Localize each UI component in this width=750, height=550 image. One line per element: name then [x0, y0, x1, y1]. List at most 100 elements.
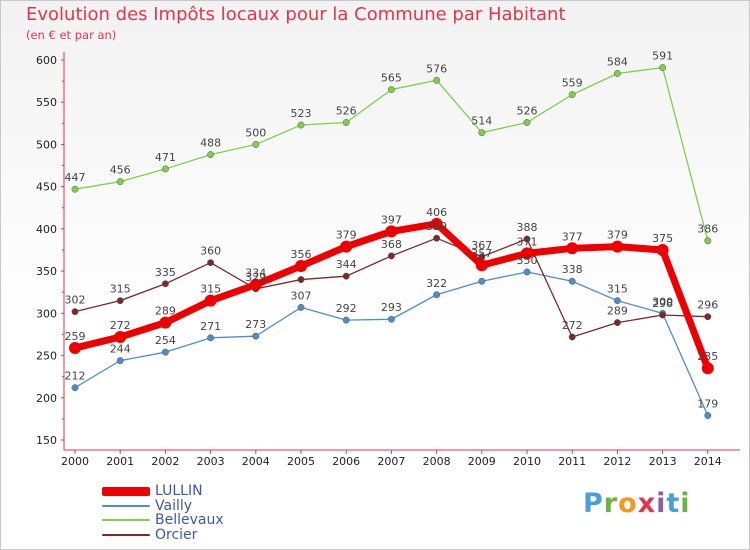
data-point-bellevaux: [297, 121, 305, 129]
data-label-vailly: 322: [426, 277, 447, 290]
data-point-lullin: [69, 341, 81, 354]
data-point-vailly: [207, 334, 215, 342]
y-tick-label: 300: [36, 307, 57, 320]
x-tick-label: 2003: [197, 455, 225, 468]
data-point-lullin: [475, 259, 488, 272]
data-label-lullin: 259: [65, 330, 86, 343]
data-point-vailly: [433, 291, 441, 299]
legend-swatch-orcier: [102, 533, 150, 536]
data-point-bellevaux: [387, 86, 395, 94]
data-label-vailly: 307: [291, 289, 312, 302]
y-tick-label: 400: [36, 223, 57, 236]
data-label-bellevaux: 559: [562, 77, 583, 90]
proxiti-logo: Proxiti: [583, 488, 691, 519]
data-label-lullin: 315: [200, 283, 221, 296]
x-tick-label: 2001: [106, 455, 134, 468]
y-tick-label: 350: [36, 265, 57, 278]
data-point-bellevaux: [207, 151, 215, 159]
data-point-orcier: [71, 308, 79, 316]
data-label-bellevaux: 523: [291, 107, 312, 120]
data-point-bellevaux: [252, 140, 260, 148]
data-label-lullin: 289: [155, 305, 176, 318]
x-tick-label: 2002: [151, 455, 179, 468]
data-label-lullin: 356: [291, 248, 312, 261]
data-point-orcier: [161, 280, 169, 288]
data-label-lullin: 371: [517, 235, 538, 248]
legend-swatch-bellevaux: [102, 519, 150, 521]
data-point-vailly: [387, 315, 395, 323]
x-tick-label: 2014: [694, 455, 722, 468]
data-label-vailly: 338: [562, 263, 583, 276]
data-label-bellevaux: 471: [155, 151, 176, 164]
data-point-vailly: [613, 297, 621, 305]
data-point-bellevaux: [71, 185, 79, 193]
y-tick-label: 250: [36, 350, 57, 363]
data-label-vailly: 273: [245, 318, 266, 331]
data-label-lullin: 377: [562, 230, 583, 243]
data-label-lullin: 375: [652, 232, 673, 245]
data-point-bellevaux: [116, 178, 124, 186]
data-point-orcier: [704, 313, 712, 321]
data-point-bellevaux: [478, 129, 486, 137]
data-label-bellevaux: 591: [652, 50, 673, 63]
data-point-lullin: [611, 240, 624, 253]
data-label-lullin: 357: [471, 247, 492, 260]
data-labels: 259 272 289 315 334 356 379 397 406 357 371 377 379 3…: [65, 50, 719, 411]
legend-label-vailly: Vailly: [155, 497, 193, 514]
data-point-orcier: [342, 272, 350, 280]
data-label-orcier: 329: [245, 271, 266, 284]
data-point-lullin: [204, 294, 217, 307]
x-tick-label: 2006: [332, 455, 360, 468]
data-label-lullin: 379: [336, 229, 357, 242]
data-label-bellevaux: 576: [426, 62, 447, 75]
data-label-bellevaux: 500: [245, 126, 266, 139]
chart-title: Evolution des Impôts locaux pour la Comm…: [26, 4, 566, 25]
x-tick-label: 2012: [603, 455, 631, 468]
data-point-vailly: [704, 412, 712, 419]
y-tick-label: 550: [36, 96, 57, 109]
data-label-orcier: 368: [381, 238, 402, 251]
data-point-bellevaux: [161, 165, 169, 173]
y-tick-label: 500: [36, 138, 57, 151]
data-point-orcier: [613, 319, 621, 327]
y-tick-label: 600: [36, 54, 57, 67]
data-point-orcier: [297, 276, 305, 284]
data-point-lullin: [701, 362, 714, 375]
data-point-bellevaux: [659, 64, 667, 72]
data-label-vailly: 293: [381, 301, 402, 314]
data-label-vailly: 350: [517, 254, 538, 267]
x-tick-label: 2011: [558, 455, 586, 468]
data-label-bellevaux: 514: [471, 115, 492, 128]
x-tick-label: 2013: [649, 455, 677, 468]
data-point-vailly: [252, 332, 260, 340]
logo-letter: P: [583, 488, 604, 519]
data-label-bellevaux: 488: [200, 137, 221, 150]
y-tick-label: 200: [36, 392, 57, 405]
data-label-orcier: 367: [471, 239, 492, 252]
data-point-vailly: [161, 348, 169, 356]
data-label-vailly: 271: [200, 320, 221, 333]
data-label-bellevaux: 447: [65, 171, 86, 184]
data-point-bellevaux: [613, 70, 621, 77]
data-label-orcier: 388: [517, 221, 538, 234]
data-label-bellevaux: 526: [517, 104, 538, 117]
x-tick-label: 2008: [423, 455, 451, 468]
data-point-bellevaux: [704, 237, 712, 245]
data-label-orcier: 298: [652, 297, 673, 310]
data-label-vailly: 292: [336, 302, 357, 315]
chart-subtitle: (en € et par an): [26, 28, 117, 42]
data-point-lullin: [566, 242, 579, 255]
data-point-orcier: [523, 235, 531, 243]
y-tick-label: 450: [36, 181, 57, 194]
legend-swatch-lullin: [102, 487, 150, 496]
data-label-bellevaux: 456: [110, 164, 131, 177]
data-point-bellevaux: [433, 76, 441, 84]
data-point-vailly: [523, 268, 531, 276]
data-label-orcier: 315: [110, 283, 131, 296]
y-tick-label: 150: [36, 434, 57, 447]
data-point-orcier: [433, 234, 441, 242]
logo-letter: o: [618, 488, 638, 519]
data-label-lullin: 397: [381, 213, 402, 226]
data-point-lullin: [159, 316, 172, 329]
